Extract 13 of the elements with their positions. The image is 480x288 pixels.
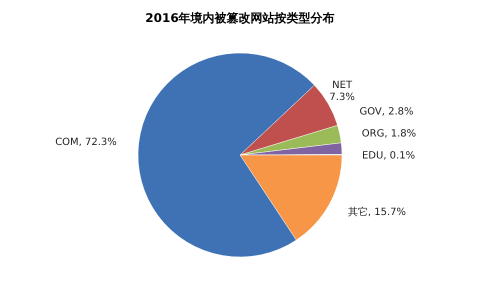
slice-label: ORG bbox=[362, 128, 384, 140]
slice-label: NET bbox=[332, 80, 353, 91]
slice-label: 其它 bbox=[348, 206, 368, 218]
slice-label: GOV bbox=[359, 106, 382, 118]
data-label: , 72.3% bbox=[78, 137, 117, 148]
data-label: , 15.7% bbox=[368, 206, 406, 218]
data-label: 7.3% bbox=[329, 92, 355, 103]
data-label: , 1.8% bbox=[384, 128, 416, 140]
chart-title: 2016年境内被篡改网站按类型分布 bbox=[145, 11, 335, 25]
slice-label: COM bbox=[55, 137, 79, 148]
data-label: , 0.1% bbox=[383, 150, 416, 162]
slice-label: EDU bbox=[362, 150, 384, 162]
data-label: , 2.8% bbox=[382, 106, 414, 118]
